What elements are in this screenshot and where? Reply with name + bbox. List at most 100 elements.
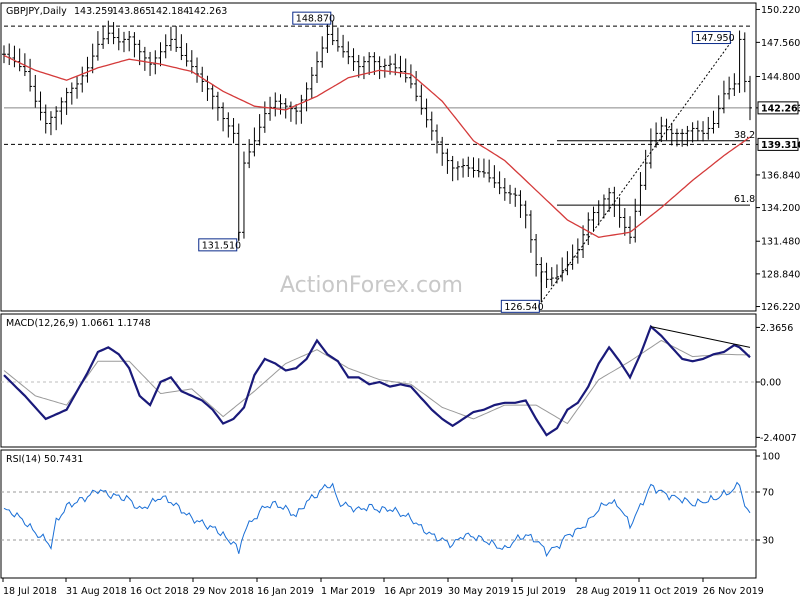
price-annotation-1: 131.510 <box>198 238 241 252</box>
price-bar <box>654 122 659 148</box>
x-tick-label: 15 Jul 2019 <box>512 586 566 597</box>
price-annotation-2: 126.540 <box>500 299 544 313</box>
price-bar <box>607 187 612 212</box>
macd-ytick-label: 0.00 <box>760 378 781 389</box>
price-bar <box>429 111 434 141</box>
price-bar <box>278 94 283 115</box>
macd-line <box>3 324 751 437</box>
watermark: ActionForex.com <box>280 273 463 298</box>
price-bar <box>351 48 356 71</box>
price-ytick-label: 134.200 <box>761 203 800 214</box>
annotation-label: 126.540 <box>504 302 543 313</box>
price-bar <box>215 91 220 121</box>
ohlc-readout: 143.259 143.865 142.184 142.263 <box>74 6 227 17</box>
price-bar <box>85 56 90 83</box>
price-bar <box>659 116 664 143</box>
price-bar <box>565 251 570 276</box>
price-bar <box>75 76 80 99</box>
rsi-panel: RSI(14) 50.7431 100 70 30 <box>0 449 780 579</box>
price-bar <box>586 212 591 246</box>
price-bar <box>184 43 189 67</box>
price-bar <box>257 114 262 146</box>
price-ytick-label: 128.840 <box>761 269 800 280</box>
price-ytick-label: 136.840 <box>761 170 800 181</box>
price-annotation-0: 148.870 <box>292 11 335 25</box>
price-bar <box>221 102 226 132</box>
price-bar <box>424 98 429 128</box>
price-bar <box>111 22 116 45</box>
price-bar <box>299 94 304 124</box>
price-bar <box>690 122 695 143</box>
price-bar <box>179 34 184 61</box>
price-bar <box>200 66 205 93</box>
x-tick-label: 11 Oct 2019 <box>639 586 698 597</box>
ohlc-low: 142.184 <box>150 6 189 17</box>
price-ytick-label: 150.220 <box>761 5 800 16</box>
price-bar <box>121 31 126 53</box>
price-bar <box>476 158 481 178</box>
price-bar <box>481 158 486 178</box>
price-bar <box>273 92 278 117</box>
price-bar <box>335 27 340 52</box>
price-bar <box>502 178 507 201</box>
price-bar <box>64 87 69 115</box>
x-tick-label: 16 Jan 2019 <box>257 586 314 597</box>
x-axis: 18 Jul 2018 31 Aug 2018 16 Oct 2018 29 Nov … <box>2 578 764 597</box>
price-bar <box>695 120 700 141</box>
price-bar <box>461 158 466 178</box>
price-bar <box>341 34 346 58</box>
fib-label: 61.8 <box>734 194 755 205</box>
price-bar <box>534 234 539 277</box>
price-bar <box>748 75 752 121</box>
ohlc-high: 143.865 <box>112 6 151 17</box>
x-tick-label: 31 Aug 2018 <box>66 586 127 597</box>
annotation-label: 131.510 <box>202 240 241 251</box>
price-panel-title: GBPJPY,Daily <box>6 6 67 17</box>
price-bar <box>288 101 293 122</box>
price-bar <box>90 43 95 74</box>
price-bar <box>168 26 173 51</box>
price-bar <box>549 267 554 287</box>
rsi-panel-title: RSI(14) 50.7431 <box>6 454 83 465</box>
x-tick-label: 29 Nov 2018 <box>193 586 254 597</box>
price-bar <box>174 26 179 52</box>
price-bar <box>95 31 100 61</box>
x-tick-label: 16 Apr 2019 <box>384 586 443 597</box>
price-bar <box>628 216 633 244</box>
price-bar <box>440 136 445 166</box>
price-bar <box>554 264 559 284</box>
price-bar <box>2 45 6 64</box>
price-bar <box>382 58 387 78</box>
price-bar <box>59 97 64 125</box>
price-bar <box>450 155 455 182</box>
price-bar <box>48 111 53 136</box>
price-bar <box>674 128 679 147</box>
annotation-label: 147.950 <box>695 33 734 44</box>
price-bar <box>210 84 215 110</box>
price-bar <box>320 36 325 68</box>
price-bar <box>80 66 85 93</box>
price-bar <box>22 53 27 77</box>
price-bar <box>101 25 106 49</box>
price-bar <box>664 118 669 141</box>
price-bar <box>309 67 314 99</box>
price-bar <box>680 128 685 147</box>
annotation-box <box>198 238 238 252</box>
price-bar <box>304 82 309 112</box>
price-ytick-label: 144.800 <box>761 72 800 83</box>
price-bar <box>633 198 638 243</box>
price-bar <box>508 184 513 204</box>
price-bar <box>403 58 408 83</box>
price-bar <box>346 41 351 65</box>
fib-label: 38.2 <box>734 130 755 141</box>
annotation-label: 148.870 <box>296 14 335 25</box>
price-bar <box>247 139 252 169</box>
price-bar <box>153 50 158 75</box>
macd-signal-line <box>3 339 751 425</box>
price-bar <box>528 210 533 253</box>
price-bar <box>54 106 59 131</box>
x-tick-label: 26 Nov 2019 <box>703 586 764 597</box>
macd-ytick-label: -2.4007 <box>760 433 797 444</box>
price-bar <box>367 52 372 75</box>
price-bar <box>116 28 121 51</box>
